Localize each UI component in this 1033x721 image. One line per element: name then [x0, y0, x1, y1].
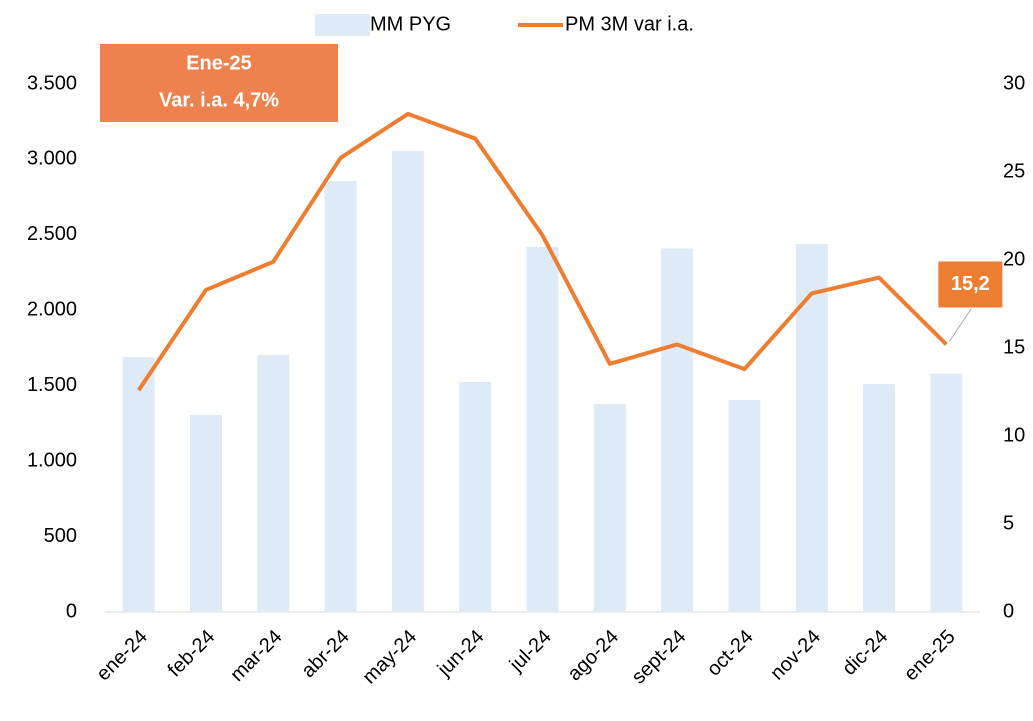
value-label-box	[938, 261, 1003, 308]
leader-line	[948, 308, 972, 342]
bar	[593, 403, 626, 612]
y2-tick-label: 15	[1003, 336, 1025, 358]
legend-swatch	[315, 14, 370, 36]
bar	[122, 357, 155, 612]
annotation-box	[100, 44, 338, 122]
x-tick-label: dic-24	[838, 626, 892, 680]
x-tick-label: mar-24	[226, 626, 286, 686]
x-tick-label: ene-25	[900, 626, 960, 686]
x-tick-label: may-24	[358, 626, 421, 689]
annotation-line: Var. i.a. 4,7%	[159, 89, 279, 111]
bar	[526, 246, 559, 612]
bar	[257, 354, 290, 612]
y-tick-label: 500	[44, 525, 77, 547]
bar	[391, 150, 424, 612]
x-tick-label: ago-24	[563, 626, 623, 686]
legend-label: PM 3M var i.a.	[565, 13, 694, 35]
y-tick-label: 1.000	[27, 449, 77, 471]
y-tick-label: 2.000	[27, 299, 77, 321]
bar	[863, 384, 896, 612]
annotation-line: Ene-25	[186, 52, 252, 74]
y2-tick-label: 30	[1003, 72, 1025, 94]
y2-tick-label: 10	[1003, 424, 1025, 446]
y-tick-label: 0	[66, 600, 77, 622]
value-label: 15,2	[951, 273, 990, 295]
x-tick-label: jul-24	[505, 626, 556, 677]
bar	[189, 414, 222, 612]
x-tick-label: abr-24	[297, 626, 353, 682]
y2-tick-label: 25	[1003, 160, 1025, 182]
x-tick-label: nov-24	[766, 626, 825, 685]
y2-tick-label: 20	[1003, 248, 1025, 270]
x-tick-label: jun-24	[433, 626, 489, 682]
y2-tick-label: 5	[1003, 512, 1014, 534]
y-tick-label: 2.500	[27, 223, 77, 245]
x-tick-label: ene-24	[92, 626, 152, 686]
legend-label: MM PYG	[370, 13, 451, 35]
bar	[661, 248, 694, 613]
bar	[930, 373, 963, 612]
bar	[459, 381, 492, 612]
y-tick-label: 3.000	[27, 148, 77, 170]
y-tick-label: 1.500	[27, 374, 77, 396]
bar	[795, 243, 828, 612]
x-tick-label: sept-24	[628, 626, 691, 689]
y-tick-label: 3.500	[27, 72, 77, 94]
x-tick-label: feb-24	[164, 626, 220, 682]
x-tick-label: oct-24	[703, 626, 758, 681]
y2-tick-label: 0	[1003, 600, 1014, 622]
bar	[728, 400, 761, 612]
bar	[324, 181, 357, 612]
line	[136, 111, 948, 392]
